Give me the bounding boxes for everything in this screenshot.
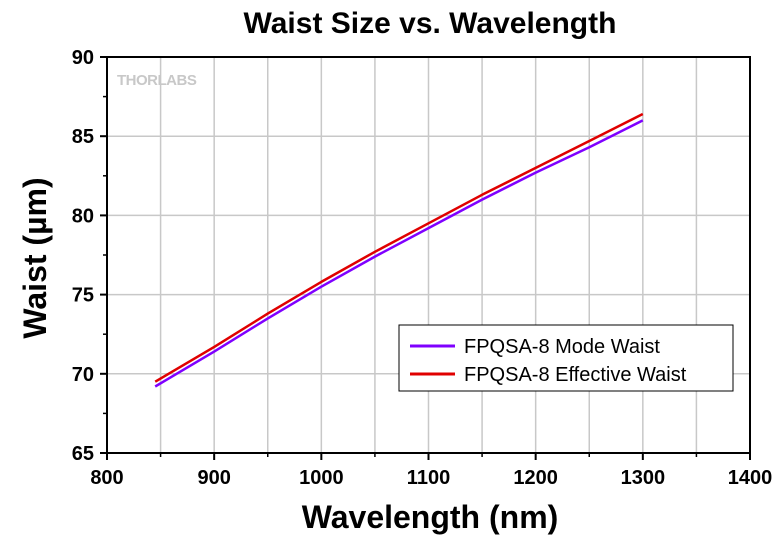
series-layer: [154, 112, 644, 388]
y-tick-label: 90: [72, 47, 94, 69]
x-tick-label: 1100: [407, 467, 450, 489]
x-tick-label: 1400: [728, 467, 773, 489]
y-tick-label: 85: [72, 126, 94, 148]
y-tick-label: 75: [72, 285, 94, 307]
legend: FPQSA-8 Mode Waist FPQSA-8 Effective Wai…: [398, 324, 734, 392]
x-tick-label: 1000: [299, 467, 344, 489]
legend-box: [398, 324, 734, 392]
y-tick-label: 80: [72, 205, 94, 227]
grid: [107, 57, 750, 453]
y-tick-label: 65: [72, 443, 94, 465]
y-axis-label: Waist (µm): [17, 177, 53, 338]
y-tick-label: 70: [72, 364, 94, 386]
x-tick-label: 900: [197, 467, 230, 489]
series-line-effective-waist: [154, 112, 644, 383]
x-tick-label: 1200: [513, 467, 558, 489]
ticks: 800 900 1000 1100 1200 1300 1400 65 70 75 80 85 90: [72, 47, 773, 489]
chart-title: Waist Size vs. Wavelength: [244, 7, 617, 40]
series-line-mode-waist: [154, 119, 644, 388]
legend-label-mode-waist: FPQSA-8 Mode Waist: [464, 336, 660, 358]
x-tick-label: 1300: [621, 467, 666, 489]
x-axis-label: Wavelength (nm): [302, 499, 559, 535]
x-tick-label: 800: [90, 467, 123, 489]
thorlabs-watermark: THORLABS: [117, 72, 197, 89]
legend-label-effective-waist: FPQSA-8 Effective Waist: [464, 364, 687, 386]
